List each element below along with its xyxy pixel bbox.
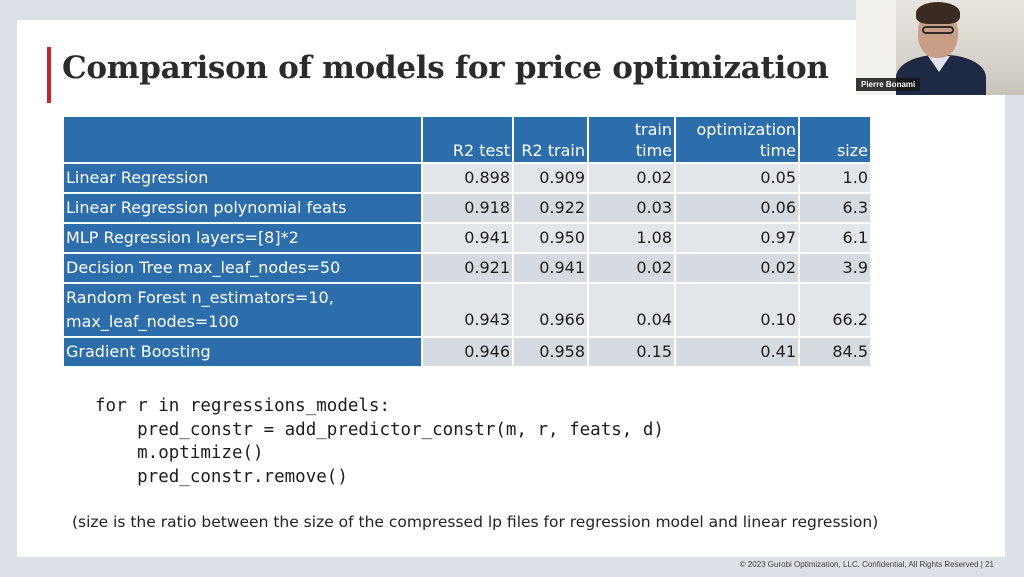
r2-train-cell: 0.922 — [514, 194, 587, 222]
size-cell: 66.2 — [800, 284, 870, 336]
code-line: for r in regressions_models: — [95, 396, 391, 416]
train-time-cell: 0.04 — [589, 284, 674, 336]
size-footnote: (size is the ratio between the size of t… — [72, 513, 879, 531]
header-model — [64, 117, 421, 162]
participant-hair — [916, 2, 960, 24]
header-optimization-time: optimization time — [676, 117, 798, 162]
size-cell: 6.1 — [800, 224, 870, 252]
table-row: Gradient Boosting 0.946 0.958 0.15 0.41 … — [64, 338, 870, 366]
optimization-time-cell: 0.97 — [676, 224, 798, 252]
header-size: size — [800, 117, 870, 162]
r2-test-cell: 0.941 — [423, 224, 512, 252]
train-time-cell: 0.15 — [589, 338, 674, 366]
r2-train-cell: 0.950 — [514, 224, 587, 252]
glasses-icon — [922, 26, 954, 34]
train-time-cell: 1.08 — [589, 224, 674, 252]
table-row: Random Forest n_estimators=10, max_leaf_n… — [64, 284, 870, 336]
header-r2-test: R2 test — [423, 117, 512, 162]
copyright-footer: © 2023 Gurobi Optimization, LLC. Confide… — [739, 560, 994, 569]
r2-test-cell: 0.946 — [423, 338, 512, 366]
participant-video-tile[interactable]: Pierre Bonami — [856, 0, 1024, 95]
table-row: Linear Regression 0.898 0.909 0.02 0.05 … — [64, 164, 870, 192]
optimization-time-cell: 0.06 — [676, 194, 798, 222]
r2-test-cell: 0.921 — [423, 254, 512, 282]
r2-test-cell: 0.918 — [423, 194, 512, 222]
size-cell: 84.5 — [800, 338, 870, 366]
r2-train-cell: 0.909 — [514, 164, 587, 192]
model-name-cell: Decision Tree max_leaf_nodes=50 — [64, 254, 421, 282]
size-cell: 6.3 — [800, 194, 870, 222]
model-name-cell: MLP Regression layers=[8]*2 — [64, 224, 421, 252]
optimization-time-cell: 0.41 — [676, 338, 798, 366]
r2-test-cell: 0.898 — [423, 164, 512, 192]
r2-test-cell: 0.943 — [423, 284, 512, 336]
train-time-cell: 0.03 — [589, 194, 674, 222]
size-cell: 3.9 — [800, 254, 870, 282]
title-accent-bar — [47, 47, 51, 103]
slide-title: Comparison of models for price optimizat… — [62, 50, 829, 86]
model-name-cell: Gradient Boosting — [64, 338, 421, 366]
code-line: pred_constr = add_predictor_constr(m, r,… — [95, 419, 664, 440]
model-name-cell: Random Forest n_estimators=10, max_leaf_n… — [64, 284, 421, 336]
table-header-row: R2 test R2 train train time optimization t… — [64, 117, 870, 162]
optimization-time-cell: 0.10 — [676, 284, 798, 336]
r2-train-cell: 0.958 — [514, 338, 587, 366]
optimization-time-cell: 0.02 — [676, 254, 798, 282]
r2-train-cell: 0.966 — [514, 284, 587, 336]
optimization-time-cell: 0.05 — [676, 164, 798, 192]
code-line: pred_constr.remove() — [95, 466, 348, 487]
train-time-cell: 0.02 — [589, 164, 674, 192]
table-row: Linear Regression polynomial feats 0.918… — [64, 194, 870, 222]
model-comparison-table: R2 test R2 train train time optimization t… — [62, 115, 872, 368]
table-row: MLP Regression layers=[8]*2 0.941 0.950 … — [64, 224, 870, 252]
r2-train-cell: 0.941 — [514, 254, 587, 282]
model-name-cell: Linear Regression polynomial feats — [64, 194, 421, 222]
participant-name-label: Pierre Bonami — [856, 78, 921, 91]
train-time-cell: 0.02 — [589, 254, 674, 282]
model-name-cell: Linear Regression — [64, 164, 421, 192]
size-cell: 1.0 — [800, 164, 870, 192]
header-train-time: train time — [589, 117, 674, 162]
table-row: Decision Tree max_leaf_nodes=50 0.921 0.… — [64, 254, 870, 282]
code-line: m.optimize() — [95, 443, 264, 463]
code-snippet: for r in regressions_models: pred_constr… — [95, 395, 664, 489]
header-r2-train: R2 train — [514, 117, 587, 162]
